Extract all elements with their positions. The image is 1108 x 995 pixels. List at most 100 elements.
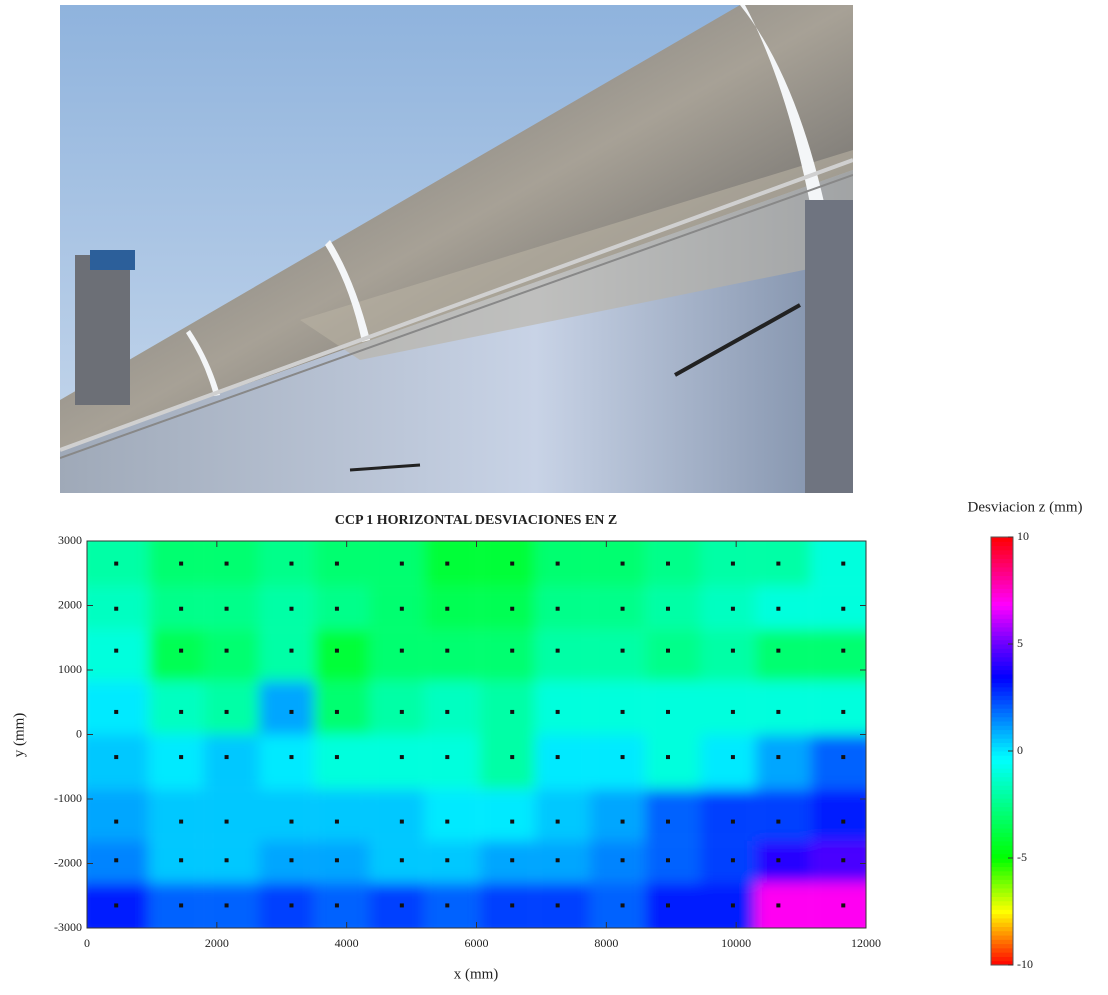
measure-point [620, 648, 625, 653]
heat-cell [424, 882, 480, 928]
measure-point [555, 858, 560, 863]
heat-cell [314, 629, 370, 682]
colorbar-step [991, 768, 1013, 773]
measure-point [114, 858, 119, 863]
colorbar-step [991, 746, 1013, 752]
colorbar-step [991, 584, 1013, 589]
colorbar-step [991, 708, 1013, 713]
heat-cell [87, 541, 149, 587]
colorbar-step [991, 558, 1013, 564]
heat-cell [810, 681, 866, 735]
chart-title: CCP 1 HORIZONTAL DESVIACIONES EN Z [335, 513, 618, 528]
colorbar-step [991, 836, 1013, 842]
y-tick-label: 0 [76, 726, 82, 740]
colorbar-step [991, 776, 1013, 782]
colorbar-step [991, 806, 1013, 812]
colorbar-step [991, 823, 1013, 829]
heat-cell [700, 681, 756, 735]
heat-cell [645, 882, 701, 928]
colorbar-step [991, 596, 1013, 602]
y-tick-label: 1000 [58, 662, 82, 676]
measure-point [841, 755, 846, 760]
heat-cell [534, 840, 591, 883]
heatmap [87, 541, 866, 928]
colorbar-step [991, 875, 1013, 880]
heat-cell [314, 840, 370, 883]
heat-cell [755, 541, 811, 587]
measure-point [114, 648, 119, 653]
colorbar-step [991, 956, 1013, 962]
heat-cell [203, 734, 260, 790]
heat-cell [87, 840, 149, 883]
heat-cell [590, 541, 646, 587]
heat-cell [700, 882, 756, 928]
heat-cell [203, 882, 260, 928]
measure-point [114, 903, 119, 908]
heat-cell [534, 789, 591, 841]
heat-cell [314, 681, 370, 735]
measure-point [620, 755, 625, 760]
colorbar-step [991, 913, 1013, 919]
heat-cell [810, 541, 866, 587]
measure-point [179, 755, 184, 760]
heat-cell [424, 789, 480, 841]
heat-cell [645, 541, 701, 587]
colorbar-step [991, 930, 1013, 936]
heat-cell [314, 541, 370, 587]
measure-point [334, 903, 339, 908]
heat-cell [810, 586, 866, 630]
measure-point [841, 648, 846, 653]
colorbar-step [991, 883, 1013, 889]
heat-cell [645, 681, 701, 735]
colorbar-step [991, 759, 1013, 765]
heat-cell [148, 840, 204, 883]
colorbar-step [991, 926, 1013, 932]
colorbar-step [991, 772, 1013, 778]
colorbar-step [991, 712, 1013, 718]
measure-point [289, 606, 294, 611]
colorbar-step [991, 952, 1013, 957]
heat-cell [369, 734, 425, 790]
measure-point [289, 858, 294, 863]
measure-point [555, 903, 560, 908]
measure-point [555, 709, 560, 714]
measure-point [841, 858, 846, 863]
measure-point [334, 755, 339, 760]
measure-point [399, 561, 404, 566]
heat-cell [700, 629, 756, 682]
colorbar-step [991, 862, 1013, 868]
colorbar-step [991, 537, 1013, 542]
colorbar-step [991, 631, 1013, 636]
x-tick-label: 0 [84, 936, 90, 950]
measure-point [555, 648, 560, 653]
heat-cell [148, 789, 204, 841]
measure-point [445, 819, 450, 824]
heat-cell [479, 541, 535, 587]
measure-point [776, 755, 781, 760]
measure-point [620, 819, 625, 824]
heat-cell [700, 789, 756, 841]
measure-point [399, 648, 404, 653]
colorbar-step [991, 622, 1013, 628]
colorbar-step [991, 609, 1013, 615]
measure-point [224, 819, 229, 824]
heat-cell [590, 629, 646, 682]
heat-cell [755, 681, 811, 735]
x-tick-label: 4000 [335, 936, 359, 950]
x-tick-label: 6000 [465, 936, 489, 950]
colorbar-step [991, 592, 1013, 598]
heat-cell [87, 629, 149, 682]
colorbar-step [991, 900, 1013, 906]
measure-point [399, 709, 404, 714]
heat-cell [87, 681, 149, 735]
measure-point [510, 709, 515, 714]
measure-point [841, 561, 846, 566]
colorbar-step [991, 665, 1013, 671]
heat-cell [369, 541, 425, 587]
colorbar-step [991, 566, 1013, 572]
colorbar-step [991, 639, 1013, 645]
heat-cell [755, 840, 811, 883]
colorbar-step [991, 695, 1013, 701]
measure-point [776, 606, 781, 611]
